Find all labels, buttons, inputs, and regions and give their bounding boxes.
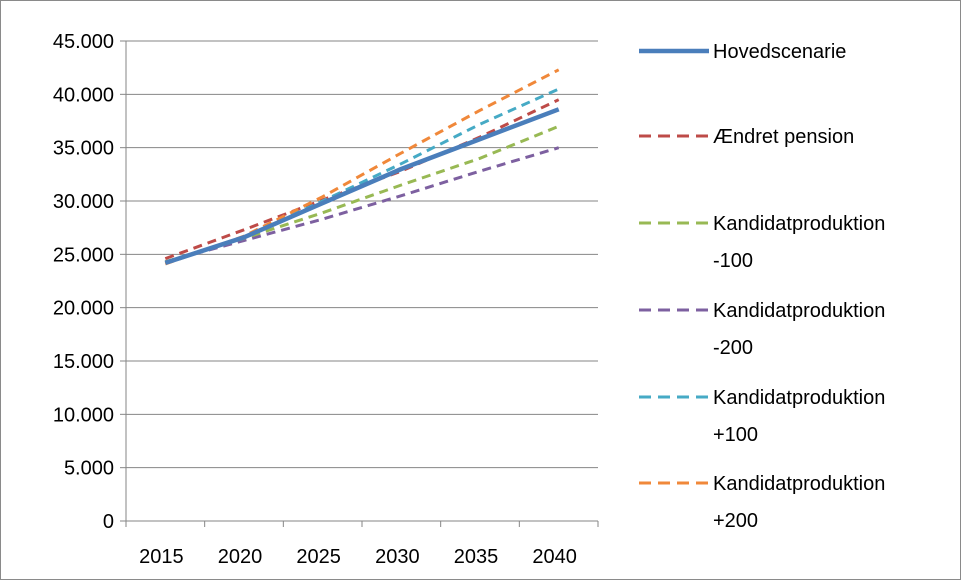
y-tick-label: 30.000 bbox=[53, 191, 114, 213]
x-tick-label: 2025 bbox=[296, 546, 341, 568]
x-tick-label: 2040 bbox=[532, 546, 577, 568]
y-tick-label: 35.000 bbox=[53, 138, 114, 160]
y-tick-label: 40.000 bbox=[53, 84, 114, 106]
y-tick-label: 25.000 bbox=[53, 244, 114, 266]
series-line-6 bbox=[164, 68, 560, 266]
y-tick-label: 15.000 bbox=[53, 351, 114, 373]
y-tick-label: 20.000 bbox=[53, 298, 114, 320]
legend-label: +200 bbox=[713, 510, 758, 532]
legend-label: -100 bbox=[713, 250, 753, 272]
legend-label: Ændret pension bbox=[713, 126, 854, 148]
legend-label: Kandidatproduktion bbox=[713, 387, 885, 409]
series-line-1 bbox=[164, 107, 560, 266]
legend-label: Kandidatproduktion bbox=[713, 473, 885, 495]
x-tick-label: 2035 bbox=[454, 546, 499, 568]
y-tick-label: 45.000 bbox=[53, 31, 114, 53]
y-tick-label: 0 bbox=[103, 511, 114, 533]
x-tick-label: 2020 bbox=[218, 546, 263, 568]
legend-label: -200 bbox=[713, 337, 753, 359]
y-tick-label: 5.000 bbox=[64, 458, 114, 480]
legend-label: Hovedscenarie bbox=[713, 41, 846, 63]
series-line-4 bbox=[164, 146, 560, 264]
series-line-2 bbox=[164, 98, 560, 261]
x-tick-label: 2030 bbox=[375, 546, 420, 568]
x-tick-label: 2015 bbox=[139, 546, 184, 568]
y-tick-label: 10.000 bbox=[53, 404, 114, 426]
legend-label: Kandidatproduktion bbox=[713, 300, 885, 322]
legend-label: +100 bbox=[713, 424, 758, 446]
legend-label: Kandidatproduktion bbox=[713, 213, 885, 235]
